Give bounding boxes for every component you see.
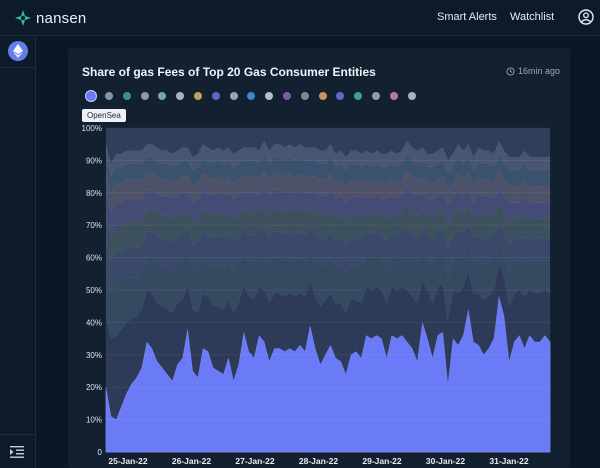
legend-dot[interactable]	[265, 92, 274, 100]
ethereum-icon	[13, 44, 23, 58]
ethereum-chain-button[interactable]	[8, 41, 28, 61]
x-tick-label: 31-Jan-22	[489, 456, 528, 466]
sidebar-divider	[0, 67, 36, 68]
legend-dot[interactable]	[229, 92, 238, 100]
legend-dot[interactable]	[300, 92, 309, 100]
legend-dot[interactable]	[336, 92, 345, 100]
y-tick-label: 60%	[86, 254, 102, 263]
x-tick-label: 30-Jan-22	[426, 456, 465, 466]
legend-dot[interactable]	[105, 92, 113, 100]
y-tick-label: 10%	[86, 416, 102, 425]
y-tick-label: 0	[98, 448, 103, 457]
y-tick-label: 50%	[86, 286, 102, 295]
y-tick-label: 100%	[82, 124, 102, 133]
legend-dot[interactable]	[389, 92, 398, 100]
x-tick-label: 29-Jan-22	[362, 456, 401, 466]
y-tick-label: 70%	[86, 221, 102, 230]
nav-smart-alerts[interactable]: Smart Alerts	[437, 11, 497, 23]
legend-dot[interactable]	[140, 92, 149, 100]
y-tick-label: 80%	[86, 189, 102, 198]
brand-name: nansen	[36, 9, 87, 27]
legend-dot[interactable]	[176, 92, 185, 100]
x-tick-label: 25-Jan-22	[108, 456, 147, 466]
sidebar	[0, 36, 36, 468]
legend-dot[interactable]	[194, 92, 202, 100]
legend-dot-opensea[interactable]	[86, 91, 96, 101]
area-series-entity-8[interactable]	[105, 153, 551, 194]
y-tick-label: 90%	[86, 156, 102, 165]
legend-dot[interactable]	[318, 92, 327, 100]
y-tick-label: 40%	[86, 318, 102, 327]
legend-dot[interactable]	[158, 92, 167, 100]
last-updated-text: 16min ago	[518, 66, 561, 76]
legend-tooltip: OpenSea	[82, 109, 126, 122]
user-account-icon[interactable]	[578, 9, 594, 25]
x-tick-label: 28-Jan-22	[299, 456, 338, 466]
y-tick-label: 20%	[86, 383, 102, 392]
legend-dot[interactable]	[247, 92, 256, 100]
top-bar: nansen Smart Alerts Watchlist	[0, 0, 600, 36]
legend-dot[interactable]	[354, 92, 363, 100]
legend-dot[interactable]	[372, 92, 380, 100]
sidebar-divider-bottom	[0, 434, 36, 435]
chart-title: Share of gas Fees of Top 20 Gas Consumer…	[82, 65, 376, 79]
last-updated: 16min ago	[506, 66, 560, 76]
nansen-logo-icon	[15, 10, 31, 26]
nansen-logo[interactable]: nansen	[14, 8, 86, 28]
legend-dot[interactable]	[283, 92, 291, 100]
x-tick-label: 26-Jan-22	[172, 456, 211, 466]
legend-dot[interactable]	[407, 92, 416, 100]
nav-watchlist[interactable]: Watchlist	[510, 11, 555, 23]
menu-indent-icon[interactable]	[10, 446, 24, 458]
y-tick-label: 30%	[86, 351, 102, 360]
x-tick-label: 27-Jan-22	[235, 456, 274, 466]
area-series-entity-7[interactable]	[105, 169, 551, 213]
stacked-area-chart: 0 10% 20% 30% 40% 50% 60% 70% 80% 90% 100% 25-Jan-2…	[82, 124, 551, 466]
area-series-entity-9[interactable]	[105, 140, 551, 178]
legend-dot[interactable]	[122, 92, 131, 100]
legend-dot[interactable]	[211, 92, 220, 100]
clock-history-icon	[506, 66, 515, 76]
